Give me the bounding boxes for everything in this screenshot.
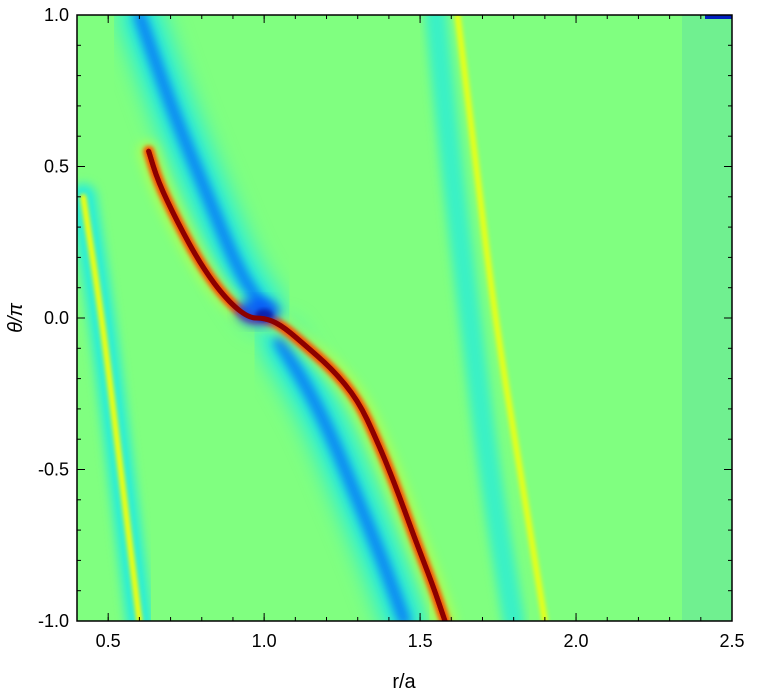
x-tick-label: 1.5: [408, 631, 433, 651]
x-axis: 0.5 1.0 1.5 2.0 2.5: [76, 15, 745, 651]
negative-wake-core: [273, 336, 411, 621]
spiral-wake-core-top: [146, 148, 448, 621]
x-tick-label: 1.0: [252, 631, 277, 651]
y-axis-label: θ/π: [5, 303, 27, 333]
plot-area: [77, 15, 732, 621]
y-tick-label: 0.0: [44, 308, 69, 328]
y-tick-label: -0.5: [38, 460, 69, 480]
y-axis: -1.0 -0.5 0.0 0.5 1.0: [38, 5, 732, 631]
heatmap-features: [77, 15, 548, 621]
x-tick-label: 0.5: [96, 631, 121, 651]
negative-wake-core: [133, 15, 271, 315]
y-tick-label: 1.0: [44, 5, 69, 25]
outer-band-negative: [424, 15, 525, 621]
outer-band-positive: [454, 15, 548, 621]
heatmap-corner-spot: [705, 15, 732, 19]
inner-band-core: [80, 193, 143, 621]
x-tick-label: 2.5: [719, 631, 744, 651]
y-tick-label: -1.0: [38, 611, 69, 631]
x-tick-label: 2.0: [564, 631, 589, 651]
x-axis-label: r/a: [392, 671, 416, 692]
heatmap-outer-region: [682, 15, 732, 621]
y-tick-label: 0.5: [44, 157, 69, 177]
